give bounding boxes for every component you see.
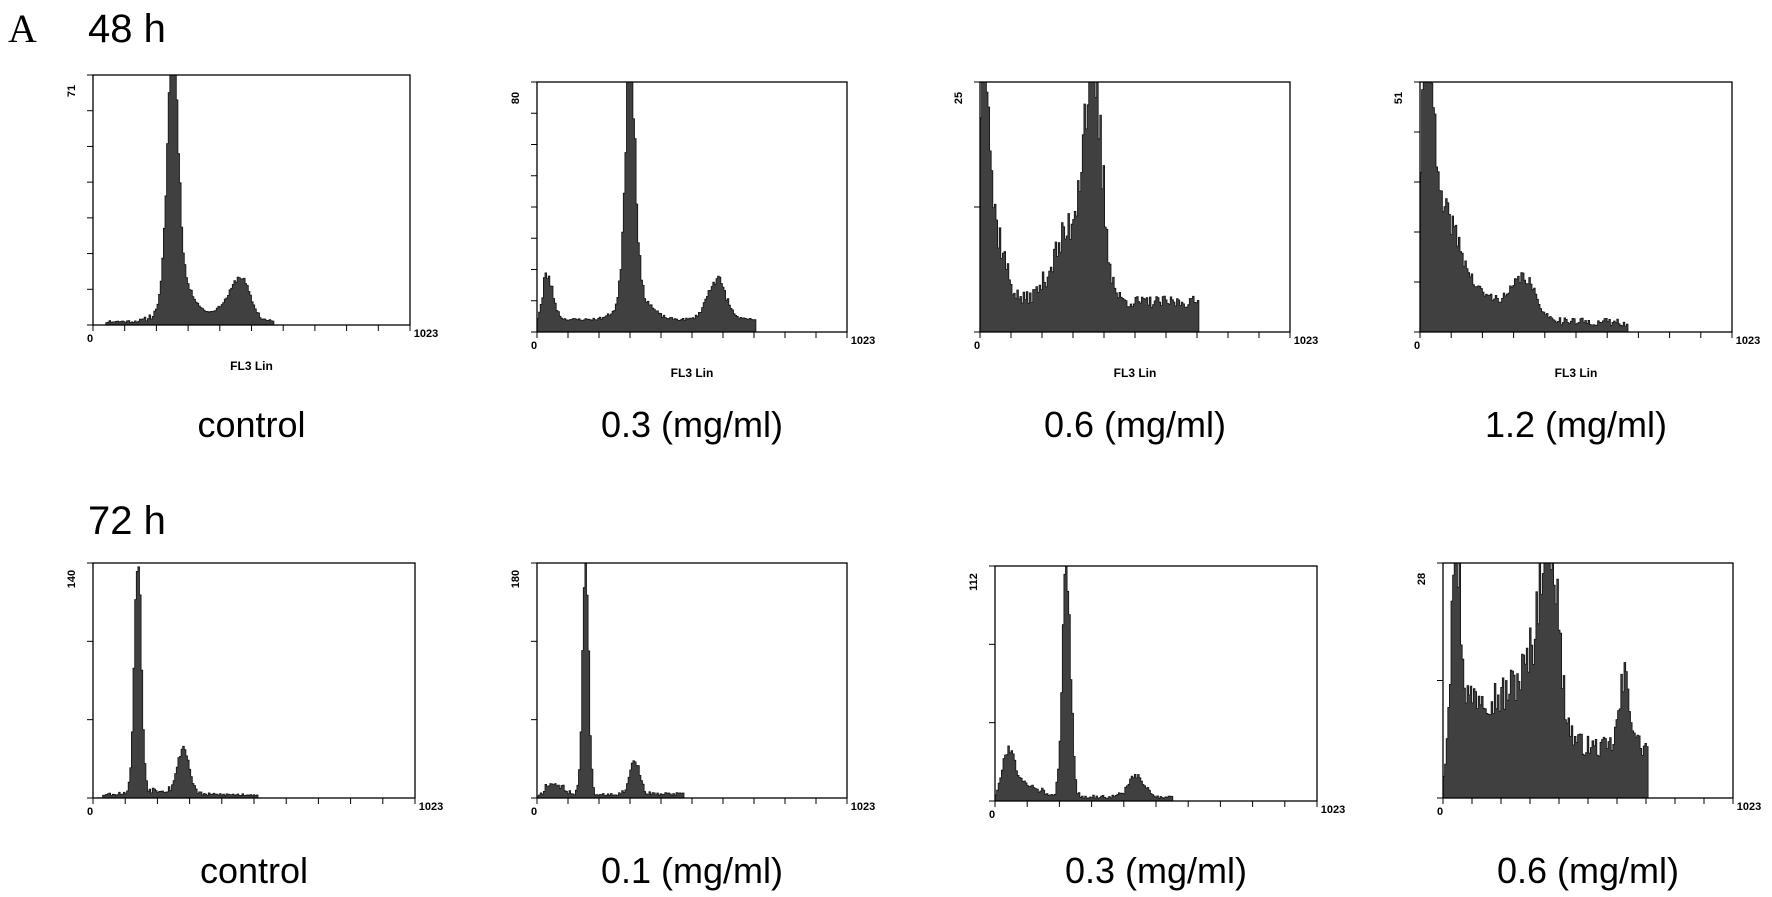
panel-caption: control [197, 404, 305, 445]
x-tick-label-min: 0 [87, 333, 93, 345]
panel-caption: 0.3 (mg/ml) [1065, 850, 1247, 891]
y-max-label: 140 [66, 570, 78, 588]
plot-frame [536, 81, 848, 333]
panel-caption: 0.3 (mg/ml) [601, 404, 783, 445]
histogram-area [994, 565, 1317, 802]
histogram-area [1419, 81, 1732, 333]
histogram-panel-3: 0 1023 25 FL3 Lin 0.6 (mg/ml) [953, 81, 1318, 445]
x-axis-title: FL3 Lin [230, 359, 273, 373]
x-tick-label-max: 1023 [414, 328, 438, 340]
x-tick-label-max: 1023 [1294, 335, 1318, 347]
x-axis-title: FL3 Lin [671, 366, 714, 380]
histogram-area [536, 81, 847, 333]
y-max-label: 180 [510, 570, 522, 588]
histogram-panel-4: 0 1023 51 FL3 Lin 1.2 (mg/ml) [1393, 81, 1760, 445]
x-tick-label-min: 0 [1437, 806, 1443, 818]
histogram-panel-2: 0 1023 80 FL3 Lin 0.3 (mg/ml) [510, 81, 875, 445]
row-label-48h: 48 h [88, 7, 166, 51]
x-tick-label-min: 0 [974, 340, 980, 352]
x-tick-label-min: 0 [87, 806, 93, 818]
x-tick-label-max: 1023 [1321, 804, 1345, 816]
y-max-label: 28 [1416, 573, 1428, 585]
panel-caption: 0.1 (mg/ml) [601, 850, 783, 891]
plot-frame [92, 74, 411, 326]
x-tick-label-max: 1023 [419, 801, 443, 813]
panel-caption: 0.6 (mg/ml) [1044, 404, 1226, 445]
x-tick-label-min: 0 [531, 340, 537, 352]
histogram-panel-6: 0 1023 180 0.1 (mg/ml) [510, 562, 875, 891]
panel-caption: 1.2 (mg/ml) [1485, 404, 1667, 445]
histogram-area [92, 566, 415, 799]
x-axis-title: FL3 Lin [1555, 366, 1598, 380]
plot-frame [994, 565, 1318, 802]
histogram-panels: 0 1023 71 FL3 Lin control 0 1023 80 FL3 Lin 0.3 (… [66, 74, 1761, 891]
histogram-area [536, 562, 847, 799]
histogram-panel-8: 0 1023 28 0.6 (mg/ml) [1416, 562, 1761, 891]
histogram-panel-7: 0 1023 112 0.3 (mg/ml) [968, 565, 1345, 891]
y-max-label: 112 [968, 573, 980, 591]
x-tick-label-max: 1023 [851, 801, 875, 813]
panel-label: A [8, 6, 37, 51]
histogram-panel-5: 0 1023 140 control [66, 562, 443, 891]
x-tick-label-max: 1023 [1736, 335, 1760, 347]
x-tick-label-max: 1023 [1737, 801, 1761, 813]
x-tick-label-min: 0 [989, 809, 995, 821]
panel-caption: 0.6 (mg/ml) [1497, 850, 1679, 891]
y-max-label: 80 [510, 92, 522, 104]
y-max-label: 71 [66, 85, 78, 97]
x-axis-title: FL3 Lin [1114, 366, 1157, 380]
histogram-panel-1: 0 1023 71 FL3 Lin control [66, 74, 438, 445]
y-max-label: 25 [953, 92, 965, 104]
histogram-area [1442, 562, 1733, 799]
x-tick-label-min: 0 [531, 806, 537, 818]
row-label-72h: 72 h [88, 499, 166, 543]
y-max-label: 51 [1393, 92, 1405, 104]
x-tick-label-max: 1023 [851, 335, 875, 347]
panel-caption: control [200, 850, 308, 891]
histogram-area [979, 81, 1290, 333]
histogram-area [93, 74, 410, 326]
x-tick-label-min: 0 [1414, 340, 1420, 352]
